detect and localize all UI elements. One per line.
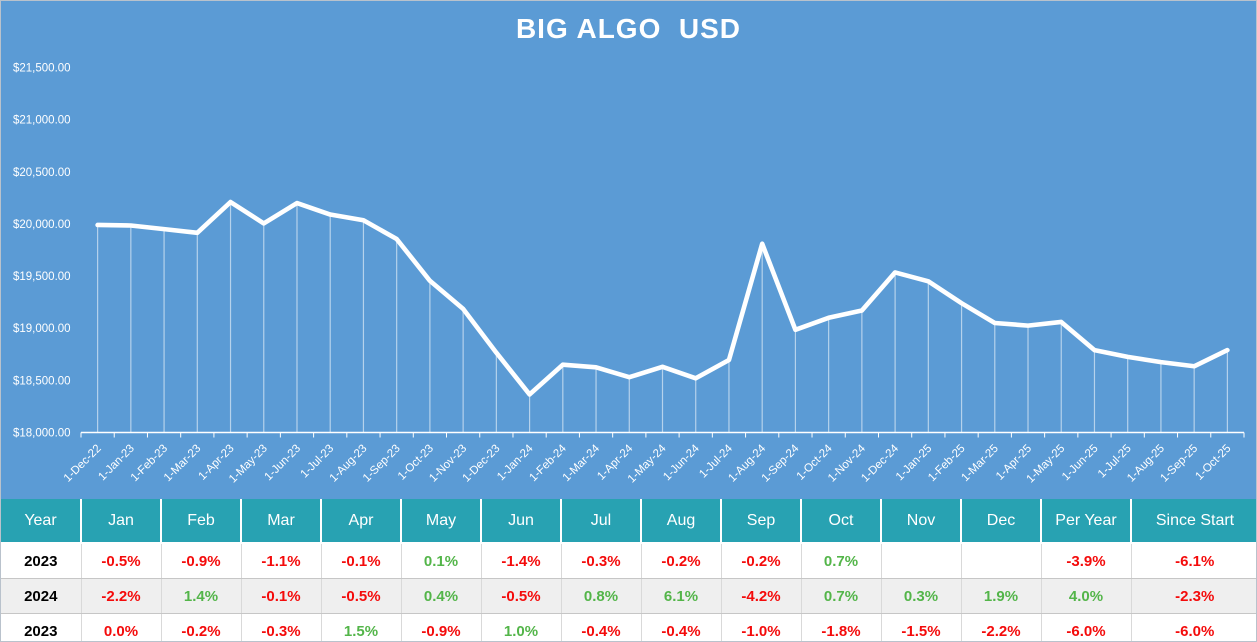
return-cell: -0.5%	[481, 578, 562, 614]
x-axis-tick-label: 1-Mar-23	[162, 443, 203, 484]
return-cell: 4.0%	[1041, 578, 1132, 614]
column-header-oct: Oct	[801, 499, 882, 544]
returns-section: Year Jan Feb Mar Apr May Jun Jul Aug Sep Oct Nov Dec…	[1, 499, 1256, 641]
column-header-may: May	[401, 499, 482, 544]
return-cell: -0.2%	[721, 543, 802, 579]
return-cell: 1.9%	[961, 578, 1042, 614]
return-cell: -0.2%	[641, 543, 722, 579]
return-cell: -6.0%	[1041, 613, 1132, 641]
x-axis-tick-label: 1-Jun-25	[1060, 443, 1101, 484]
column-header-dec: Dec	[961, 499, 1042, 544]
return-cell: -1.0%	[721, 613, 802, 641]
return-cell: -0.5%	[81, 543, 162, 579]
return-cell: -0.1%	[321, 543, 402, 579]
return-cell: -1.1%	[241, 543, 322, 579]
return-cell: 1.0%	[481, 613, 562, 641]
y-axis-tick-label: $18,000.00	[13, 428, 71, 440]
return-cell: -0.3%	[241, 613, 322, 641]
y-axis-tick-label: $19,000.00	[13, 323, 71, 335]
x-axis-tick-label: 1-Oct-25	[1193, 443, 1233, 483]
column-header-sep: Sep	[721, 499, 802, 544]
return-cell: -6.1%	[1131, 543, 1256, 579]
return-cell: 6.1%	[641, 578, 722, 614]
return-cell: 1.4%	[161, 578, 242, 614]
return-cell: -1.8%	[801, 613, 882, 641]
table-row: 2023 0.0% -0.2% -0.3% 1.5% -0.9% 1.0% -0.4% -0.4…	[1, 613, 1256, 641]
price-series-line	[95, 199, 1230, 397]
year-cell: 2023	[1, 543, 82, 579]
return-cell: -0.5%	[321, 578, 402, 614]
return-cell: -0.1%	[241, 578, 322, 614]
return-cell: -2.2%	[961, 613, 1042, 641]
column-header-jun: Jun	[481, 499, 562, 544]
x-axis-tick-label: 1-Dec-22	[62, 443, 104, 485]
column-header-mar: Mar	[241, 499, 322, 544]
year-cell: 2024	[1, 578, 82, 614]
column-header-nov: Nov	[881, 499, 962, 544]
column-header-feb: Feb	[161, 499, 242, 544]
return-cell: 0.0%	[81, 613, 162, 641]
return-cell: -0.9%	[161, 543, 242, 579]
returns-table: Year Jan Feb Mar Apr May Jun Jul Aug Sep Oct Nov Dec…	[1, 499, 1256, 641]
x-axis-tick-label: 1-Jun-23	[263, 443, 304, 484]
column-header-apr: Apr	[321, 499, 402, 544]
year-cell: 2023	[1, 613, 82, 641]
x-axis-tick-label: 1-Sep-24	[760, 442, 802, 484]
x-axis-tick-label: 1-Jun-24	[661, 442, 702, 483]
return-cell: -6.0%	[1131, 613, 1256, 641]
y-axis-tick-label: $20,000.00	[13, 219, 71, 231]
column-header-per-year: Per Year	[1041, 499, 1132, 544]
return-cell: 0.1%	[401, 543, 482, 579]
return-cell: -3.9%	[1041, 543, 1132, 579]
return-cell: 0.7%	[801, 543, 882, 579]
column-header-jul: Jul	[561, 499, 642, 544]
return-cell: -0.3%	[561, 543, 642, 579]
y-axis-tick-label: $21,500.00	[13, 63, 71, 75]
return-cell: -0.9%	[401, 613, 482, 641]
y-axis-tick-label: $20,500.00	[13, 167, 71, 179]
return-cell: -1.4%	[481, 543, 562, 579]
line-chart-svg: $18,000.00 $18,500.00 $19,000.00 $19,500.00…	[13, 63, 1245, 485]
y-axis-tick-label: $18,500.00	[13, 375, 71, 387]
x-axis-tick-label: 1-Mar-25	[959, 443, 1000, 484]
price-chart: BIG ALGO USD $18,000.00 $18,500.00 $19,000…	[1, 1, 1256, 499]
return-cell: 0.3%	[881, 578, 962, 614]
chart-title: BIG ALGO USD	[515, 13, 742, 44]
table-row: 2023 -0.5% -0.9% -1.1% -0.1% 0.1% -1.4% -0.3% -0…	[1, 543, 1256, 579]
return-cell: -4.2%	[721, 578, 802, 614]
return-cell: -2.3%	[1131, 578, 1256, 614]
y-axis-tick-label: $19,500.00	[13, 271, 71, 283]
return-cell	[881, 543, 962, 579]
return-cell: 1.5%	[321, 613, 402, 641]
column-header-since-start: Since Start	[1131, 499, 1256, 544]
return-cell: -1.5%	[881, 613, 962, 641]
y-axis-tick-label: $21,000.00	[13, 115, 71, 127]
return-cell: -0.4%	[641, 613, 722, 641]
return-cell: -2.2%	[81, 578, 162, 614]
x-axis-tick-label: 1-Mar-24	[561, 442, 603, 484]
column-header-aug: Aug	[641, 499, 722, 544]
return-cell: -0.2%	[161, 613, 242, 641]
column-header-year: Year	[1, 499, 82, 544]
return-cell: 0.8%	[561, 578, 642, 614]
table-header-row: Year Jan Feb Mar Apr May Jun Jul Aug Sep Oct Nov Dec…	[1, 499, 1256, 544]
table-row: 2024 -2.2% 1.4% -0.1% -0.5% 0.4% -0.5% 0.8% 6.1%…	[1, 578, 1256, 614]
column-header-jan: Jan	[81, 499, 162, 544]
return-cell: 0.7%	[801, 578, 882, 614]
return-cell: -0.4%	[561, 613, 642, 641]
x-axis-tick-label: 1-Dec-24	[859, 442, 901, 484]
return-cell	[961, 543, 1042, 579]
return-cell: 0.4%	[401, 578, 482, 614]
